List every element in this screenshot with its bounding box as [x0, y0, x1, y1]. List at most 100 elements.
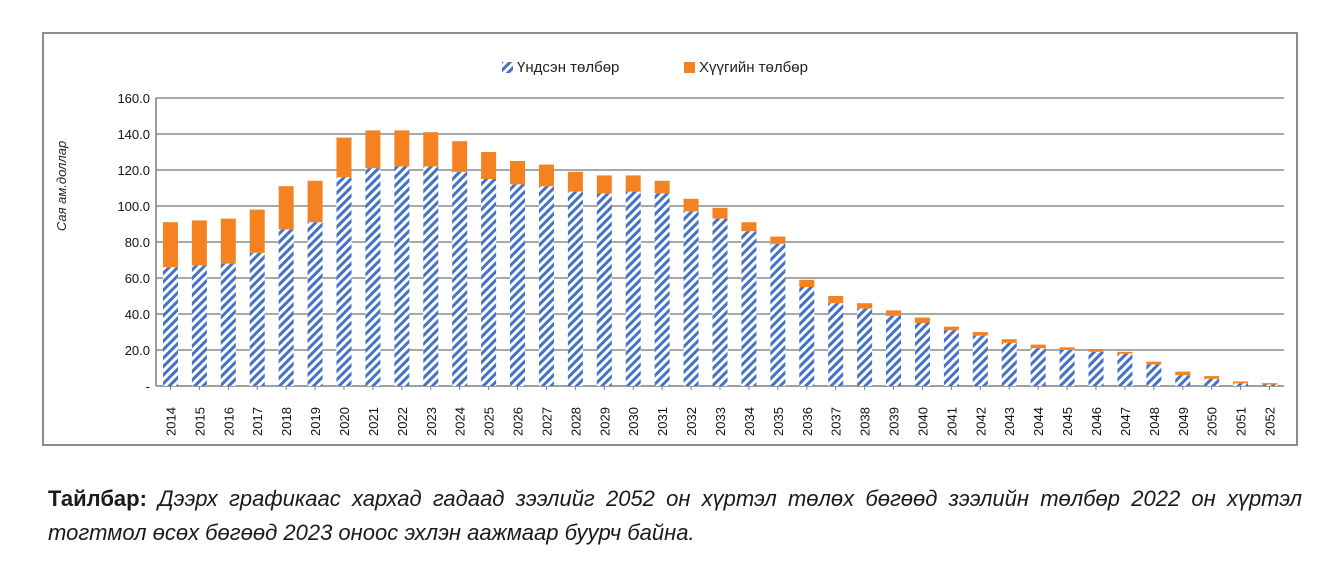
bar-principal-2034	[741, 231, 757, 386]
x-tick-label: 2034	[742, 407, 757, 436]
y-tick-label: 40.0	[125, 307, 150, 322]
x-tick-label: 2048	[1147, 407, 1162, 436]
bar-interest-2052	[1262, 383, 1278, 385]
bar-principal-2025	[481, 179, 497, 386]
bar-interest-2019	[307, 180, 323, 223]
bar-principal-2028	[567, 191, 583, 386]
y-tick-label: -	[146, 379, 150, 394]
bar-interest-2024	[452, 141, 468, 172]
x-tick-label: 2047	[1118, 407, 1133, 436]
bar-principal-2014	[162, 267, 178, 386]
bar-principal-2040	[914, 323, 930, 386]
x-tick-label: 2026	[511, 407, 526, 436]
bar-principal-2027	[538, 186, 554, 386]
chart-frame: - 20.0 40.0 60.0 80.0 100.0 120.0 140.0 160.0 201…	[42, 32, 1298, 446]
x-tick-label: 2017	[250, 407, 265, 436]
bar-interest-2047	[1117, 351, 1133, 354]
x-tick-label: 2049	[1176, 407, 1191, 436]
bar-principal-2026	[510, 184, 526, 386]
legend-label: Хүүгийн төлбөр	[699, 59, 808, 76]
bar-principal-2047	[1117, 353, 1133, 386]
y-tick-label: 100.0	[117, 199, 150, 214]
x-tick-label: 2038	[858, 407, 873, 436]
bar-interest-2050	[1204, 376, 1220, 379]
x-tick-label: 2040	[915, 407, 930, 436]
bar-interest-2032	[683, 198, 699, 212]
bar-principal-2038	[857, 308, 873, 386]
x-tick-label: 2035	[771, 407, 786, 436]
x-tick-label: 2014	[163, 407, 178, 436]
bar-principal-2018	[278, 229, 294, 386]
bar-interest-2035	[770, 236, 786, 244]
y-axis-label: Сая ам.доллар	[54, 141, 69, 231]
bar-principal-2051	[1233, 383, 1249, 386]
bar-interest-2051	[1233, 381, 1249, 384]
bar-principal-2029	[596, 193, 612, 386]
bar-interest-2042	[972, 332, 988, 336]
x-tick-label: 2041	[944, 407, 959, 436]
x-tick-label: 2019	[308, 407, 323, 436]
bar-interest-2026	[510, 161, 526, 185]
bar-principal-2030	[625, 191, 641, 386]
x-tick-label: 2033	[713, 407, 728, 436]
bar-interest-2037	[828, 296, 844, 304]
note-label: Тайлбар:	[48, 486, 147, 511]
bar-principal-2024	[452, 171, 468, 386]
stacked-bar-chart: - 20.0 40.0 60.0 80.0 100.0 120.0 140.0 160.0 201…	[54, 59, 1284, 436]
bar-principal-2048	[1146, 364, 1162, 386]
bar-principal-2039	[886, 315, 902, 386]
bar-interest-2025	[481, 152, 497, 179]
x-tick-label: 2037	[829, 407, 844, 436]
x-tick-label: 2039	[887, 407, 902, 436]
axes: - 20.0 40.0 60.0 80.0 100.0 120.0 140.0 160.0 201…	[117, 91, 1277, 436]
bar-interest-2044	[1030, 344, 1046, 349]
bar-principal-2044	[1030, 348, 1046, 386]
x-tick-label: 2046	[1089, 407, 1104, 436]
x-tick-label: 2043	[1002, 407, 1017, 436]
bar-principal-2015	[191, 265, 207, 386]
y-tick-label: 140.0	[117, 127, 150, 142]
bar-interest-2022	[394, 130, 410, 167]
bar-principal-2046	[1088, 351, 1104, 386]
x-tick-label: 2027	[539, 407, 554, 436]
x-tick-label: 2029	[597, 407, 612, 436]
x-tick-label: 2042	[973, 407, 988, 436]
bar-interest-2021	[365, 130, 381, 169]
bar-principal-2016	[220, 263, 236, 386]
bar-principal-2036	[799, 287, 815, 386]
bar-interest-2029	[596, 175, 612, 194]
bar-interest-2046	[1088, 349, 1104, 352]
x-tick-label: 2016	[221, 407, 236, 436]
x-tick-label: 2021	[366, 407, 381, 436]
x-tick-label: 2023	[424, 407, 439, 436]
bar-principal-2031	[654, 193, 670, 386]
bar-principal-2017	[249, 252, 265, 386]
bar-interest-2014	[162, 222, 178, 268]
bar-principal-2033	[712, 218, 728, 386]
chart-note: Тайлбар: Дээрх графикаас хархад гадаад з…	[48, 482, 1302, 550]
bar-interest-2017	[249, 209, 265, 253]
y-tick-label: 20.0	[125, 343, 150, 358]
y-tick-label: 60.0	[125, 271, 150, 286]
bar-principal-2022	[394, 166, 410, 386]
x-tick-label: 2024	[453, 407, 468, 436]
bar-interest-2030	[625, 175, 641, 192]
bar-interest-2033	[712, 207, 728, 219]
bar-principal-2019	[307, 222, 323, 386]
bar-interest-2016	[220, 218, 236, 264]
bar-interest-2048	[1146, 361, 1162, 365]
bar-principal-2052	[1262, 384, 1278, 386]
bar-interest-2039	[886, 310, 902, 316]
bar-interest-2027	[538, 164, 554, 187]
x-tick-label: 2044	[1031, 407, 1046, 436]
x-tick-label: 2031	[655, 407, 670, 436]
bar-interest-2049	[1175, 371, 1191, 376]
bar-interest-2020	[336, 137, 352, 178]
legend-swatch	[684, 62, 695, 73]
bar-principal-2023	[423, 166, 439, 386]
bar-principal-2045	[1059, 350, 1075, 386]
bar-interest-2015	[191, 220, 207, 266]
bar-principal-2043	[1001, 342, 1017, 386]
x-tick-label: 2051	[1234, 407, 1249, 436]
bar-interest-2031	[654, 180, 670, 194]
